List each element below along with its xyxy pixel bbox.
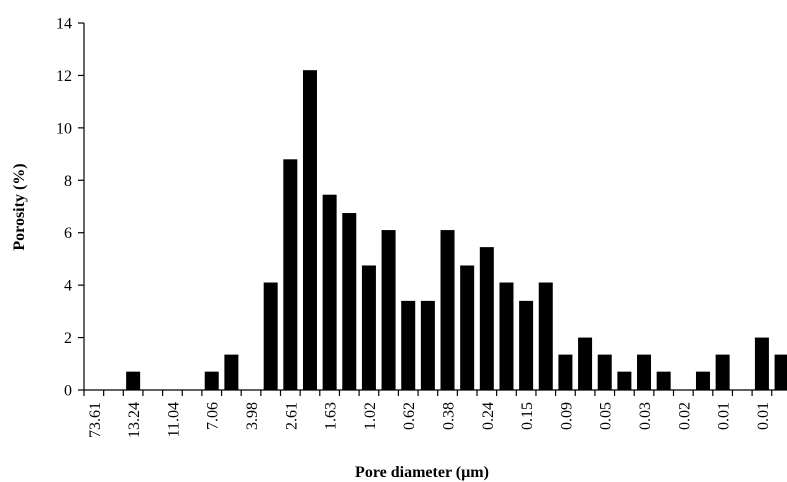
x-tick-label: 2.61 bbox=[283, 402, 300, 430]
x-tick-label: 0.03 bbox=[637, 402, 654, 430]
bar bbox=[126, 371, 141, 390]
x-tick-label: 1.63 bbox=[323, 402, 340, 430]
bar bbox=[440, 230, 455, 390]
bar bbox=[342, 213, 357, 390]
bar bbox=[499, 282, 514, 390]
bar bbox=[695, 371, 710, 390]
x-tick-label: 0.02 bbox=[676, 402, 693, 430]
bar bbox=[302, 70, 317, 390]
bar bbox=[479, 247, 494, 390]
y-tick-label: 2 bbox=[64, 330, 72, 347]
bar bbox=[715, 354, 730, 390]
y-tick-label: 8 bbox=[64, 173, 72, 190]
y-tick-label: 14 bbox=[56, 16, 72, 33]
x-tick-label: 0.01 bbox=[716, 402, 733, 430]
bar bbox=[754, 337, 769, 390]
bar bbox=[558, 354, 573, 390]
x-tick-label: 11.04 bbox=[165, 402, 182, 437]
bar bbox=[597, 354, 612, 390]
bar bbox=[224, 354, 239, 390]
y-tick-label: 6 bbox=[64, 225, 72, 242]
bar bbox=[460, 265, 475, 390]
bars bbox=[126, 70, 787, 390]
x-tick-label: 1.02 bbox=[362, 402, 379, 430]
x-tick-label: 13.24 bbox=[126, 402, 143, 438]
y-axis-title: Porosity (%) bbox=[11, 163, 28, 250]
y-tick-label: 10 bbox=[56, 120, 72, 137]
bar bbox=[637, 354, 652, 390]
bar bbox=[322, 194, 337, 390]
x-tick-label: 0.09 bbox=[558, 402, 575, 430]
y-tick-label: 0 bbox=[64, 383, 72, 400]
x-tick-label: 0.24 bbox=[480, 402, 497, 430]
y-tick-label: 4 bbox=[64, 278, 72, 295]
x-tick-label: 0.15 bbox=[519, 402, 536, 430]
bar bbox=[361, 265, 376, 390]
x-tick-label: 73.61 bbox=[87, 402, 104, 438]
bar bbox=[420, 300, 435, 390]
x-tick-label: 0.01 bbox=[755, 402, 772, 430]
bar bbox=[263, 282, 278, 390]
bar bbox=[578, 337, 593, 390]
x-axis-title: Pore diameter (µm) bbox=[355, 464, 489, 481]
bar bbox=[656, 371, 671, 390]
bar bbox=[381, 230, 396, 390]
x-tick-label: 0.38 bbox=[441, 402, 458, 430]
bar bbox=[204, 371, 219, 390]
bar bbox=[617, 371, 632, 390]
x-tick-label: 0.05 bbox=[598, 402, 615, 430]
x-tick-label: 3.98 bbox=[244, 402, 261, 430]
x-tick-label: 0.62 bbox=[401, 402, 418, 430]
bar bbox=[538, 282, 553, 390]
x-ticks: 73.61 13.24 11.04 7.06 3.98 2.61 1.63 1.02 0.62 0… bbox=[83, 390, 773, 438]
y-ticks: 0 2 4 6 8 10 12 14 bbox=[56, 16, 84, 400]
y-tick-label: 12 bbox=[56, 68, 72, 85]
bar bbox=[401, 300, 416, 390]
x-tick-label: 7.06 bbox=[205, 402, 222, 430]
bar bbox=[774, 354, 787, 390]
bar bbox=[283, 159, 298, 390]
bar bbox=[519, 300, 534, 390]
